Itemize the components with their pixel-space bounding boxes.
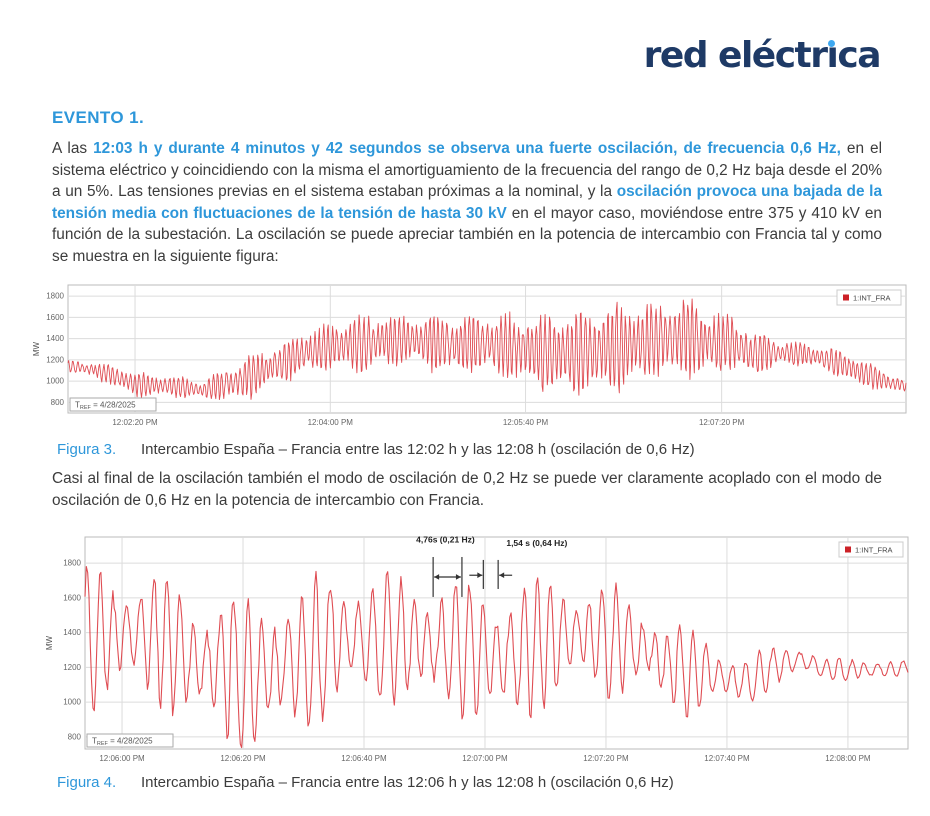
x-tick-label: 12:05:40 PM (503, 418, 549, 427)
red-electrica-logo: red eléctrı ca (643, 34, 882, 78)
x-tick-label: 12:07:00 PM (462, 754, 508, 763)
logo-text-right: ca (837, 35, 881, 76)
chart-figura-4: 800 1000 1200 1400 1600 1800 12:06:00 PM 12:06:… (30, 532, 930, 768)
text-segment-normal: en el sistema eléctrico y coincidiendo c… (52, 140, 882, 201)
text-segment-normal: en el mayor caso, moviéndose entre 375 y… (52, 204, 882, 265)
caption-figura-3-label: Figura 3. (57, 441, 117, 459)
arrow-head-icon (434, 573, 440, 580)
y-axis-title: MW (45, 635, 54, 650)
plot-border (84, 536, 909, 749)
y-tick-label: 1200 (46, 356, 64, 365)
chart-figura-3: 800 1000 1200 1400 1600 1800 12:02:20 PM 12:04:… (30, 283, 930, 433)
text-segment-normal: Casi al final de la oscilación también e… (52, 470, 882, 509)
annotation-label: 1,54 s (0,64 Hz) (506, 538, 567, 548)
logo-letter-i: ı (827, 34, 839, 78)
text-segment-bold-blue: 12:03 h y durante 4 minutos y 42 segundo… (93, 140, 841, 157)
caption-figura-4-label: Figura 4. (57, 773, 117, 791)
intercambio-chart-figura-3: 800 1000 1200 1400 1600 1800 12:02:20 PM 12:04:… (32, 284, 907, 427)
y-tick-label: 800 (51, 398, 65, 407)
arrow-head-icon (477, 571, 483, 578)
header: red eléctrı ca (0, 0, 930, 78)
ref-note: TREF = 4/28/2025 (75, 401, 136, 412)
legend-swatch-icon (845, 546, 851, 552)
caption-figura-4: Figura 4. Intercambio España – Francia en… (57, 774, 882, 791)
x-tick-label: 12:07:20 PM (699, 418, 745, 427)
x-tick-label: 12:06:20 PM (220, 754, 266, 763)
y-tick-label: 1000 (63, 697, 81, 706)
x-tick-label: 12:07:20 PM (583, 754, 629, 763)
ref-note-box (86, 733, 174, 747)
text-segment-normal: A las (52, 140, 94, 157)
y-tick-label: 1600 (63, 593, 81, 602)
x-tick-label: 12:06:40 PM (341, 754, 387, 763)
series-line (84, 565, 909, 748)
series-line (67, 298, 907, 401)
logo-text-left: red eléctr (643, 35, 828, 76)
x-tick-label: 12:07:40 PM (704, 754, 750, 763)
y-tick-label: 1200 (63, 662, 81, 671)
section-heading: EVENTO 1. (52, 108, 145, 127)
y-axis-title: MW (32, 342, 41, 357)
y-tick-label: 1000 (46, 377, 64, 386)
caption-figura-3: Figura 3. Intercambio España – Francia en… (57, 441, 882, 458)
annotation-label: 4,76s (0,21 Hz) (416, 534, 475, 544)
legend-swatch-icon (843, 294, 849, 301)
paragraph-coupling-description: Casi al final de la oscilación también e… (52, 468, 882, 511)
x-tick-label: 12:04:00 PM (308, 418, 354, 427)
legend-box (838, 541, 904, 557)
text-segment-bold-blue: oscilación provoca una bajada de la tens… (52, 183, 883, 222)
caption-figura-4-text: Intercambio España – Francia entre las 1… (141, 773, 674, 791)
arrow-head-icon (499, 571, 505, 578)
paragraph-evento-description: A las 12:03 h y durante 4 minutos y 42 s… (52, 138, 882, 267)
legend-box (836, 289, 902, 306)
caption-figura-3-text: Intercambio España – Francia entre las 1… (141, 441, 695, 459)
logo-blue-dot-icon (828, 40, 836, 47)
arrow-head-icon (455, 573, 461, 580)
x-tick-label: 12:02:20 PM (112, 418, 158, 427)
legend-label: 1:INT_FRA (855, 545, 893, 554)
intercambio-chart-figura-4: 800 1000 1200 1400 1600 1800 12:06:00 PM 12:06:… (45, 534, 909, 763)
y-tick-label: 1800 (63, 558, 81, 567)
y-tick-label: 1400 (63, 628, 81, 637)
y-tick-label: 1600 (46, 313, 64, 322)
x-tick-label: 12:06:00 PM (99, 754, 145, 763)
y-tick-label: 1400 (46, 335, 64, 344)
ref-note: TREF = 4/28/2025 (92, 736, 153, 747)
x-tick-label: 12:08:00 PM (825, 754, 871, 763)
y-tick-label: 800 (68, 732, 82, 741)
legend-label: 1:INT_FRA (853, 294, 891, 303)
ref-note-box (69, 397, 157, 412)
y-tick-label: 1800 (46, 292, 64, 301)
